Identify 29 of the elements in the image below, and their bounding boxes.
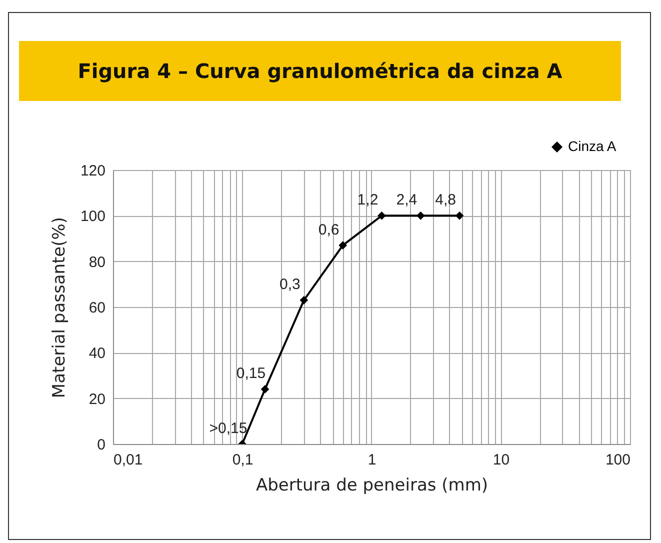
legend-label: Cinza A [568,138,617,154]
y-tick-label: 40 [88,345,106,362]
x-axis-title: Abertura de peneiras (mm) [256,476,488,496]
point [416,211,425,220]
y-tick-label: 120 [80,162,106,180]
point [378,211,386,220]
y-tick-label: 80 [88,254,106,271]
annotation: 2,4 [396,192,418,209]
y-tick-label: 0 [97,436,106,454]
point [260,385,270,394]
point [455,211,464,220]
x-tick-label: 0,1 [232,452,254,468]
x-tick-label: 10 [492,452,510,468]
chart-title: Figura 4 – Curva granulométrica da cinza A [19,41,621,101]
point [300,296,308,304]
x-tick-label: 100 [605,452,630,468]
y-axis-title: Material passante(%) [49,216,70,398]
point [338,241,348,250]
annotation: 0,15 [236,365,266,382]
y-tick-label: 100 [80,208,106,226]
x-tick-label: 1 [368,452,376,468]
annotation: 4,8 [435,192,456,209]
annotation: >0,15 [209,420,248,437]
annotation: 0,6 [318,221,340,238]
y-tick-label: 20 [88,390,106,408]
x-tick-label: 0,01 [114,452,143,468]
y-tick-label: 60 [88,300,106,316]
annotation: 0,3 [279,276,300,294]
annotation: 1,2 [357,192,378,209]
